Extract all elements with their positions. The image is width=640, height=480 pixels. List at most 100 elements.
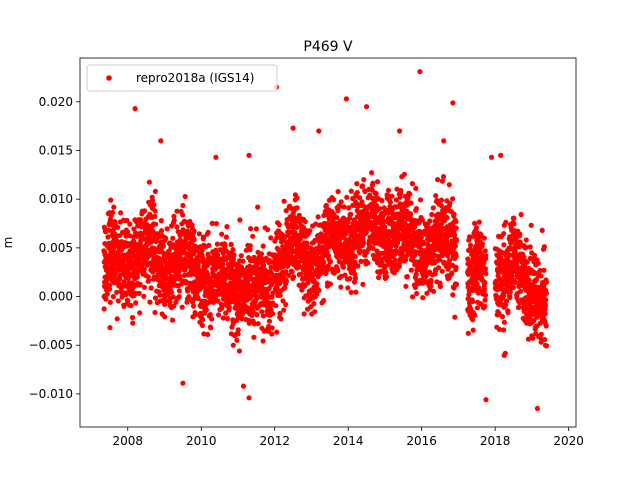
data-point	[107, 216, 113, 222]
data-point	[488, 154, 495, 160]
data-point	[512, 248, 518, 254]
data-point	[101, 306, 107, 312]
data-point	[176, 288, 182, 294]
data-point	[103, 277, 110, 284]
data-point	[483, 271, 489, 277]
data-point	[121, 279, 127, 285]
data-point	[409, 181, 415, 187]
data-point	[501, 327, 507, 333]
data-point	[282, 285, 288, 291]
data-point	[162, 314, 168, 320]
data-point	[439, 268, 445, 274]
data-point	[114, 289, 120, 295]
data-point	[348, 188, 354, 194]
data-point	[362, 188, 368, 195]
data-point	[277, 277, 284, 283]
x-tick-label: 2010	[186, 434, 217, 448]
data-point	[543, 323, 549, 329]
data-point	[433, 193, 439, 199]
data-point	[265, 328, 271, 334]
data-point	[323, 202, 329, 209]
data-point	[270, 290, 276, 296]
data-point	[453, 219, 459, 225]
data-point	[482, 280, 488, 286]
data-point	[114, 316, 120, 322]
data-point	[453, 281, 460, 287]
data-point	[453, 225, 459, 231]
data-point	[476, 219, 482, 225]
data-point	[269, 331, 275, 337]
data-point	[152, 295, 159, 301]
data-point	[525, 336, 532, 342]
data-point	[258, 251, 264, 257]
data-point	[338, 199, 344, 205]
data-point	[465, 330, 471, 336]
data-point	[111, 204, 117, 210]
data-point	[324, 267, 330, 273]
data-point	[321, 298, 327, 304]
data-point	[450, 196, 456, 202]
data-point	[354, 181, 360, 187]
data-point	[191, 237, 197, 243]
data-point	[291, 214, 297, 220]
data-point	[398, 187, 404, 194]
data-point	[360, 281, 366, 287]
data-point	[260, 313, 266, 319]
data-point	[482, 297, 488, 303]
data-point	[538, 273, 544, 279]
data-point	[370, 180, 376, 186]
data-point	[445, 266, 451, 272]
data-point	[283, 269, 289, 275]
data-point	[465, 256, 471, 262]
data-point	[469, 299, 476, 305]
data-point	[374, 256, 380, 262]
data-point	[357, 248, 363, 254]
data-point	[283, 278, 289, 285]
data-point	[186, 295, 192, 301]
data-point	[281, 307, 287, 313]
data-point	[422, 279, 428, 285]
data-point	[511, 221, 517, 227]
data-point	[311, 301, 317, 307]
data-point	[309, 265, 315, 271]
data-point	[468, 262, 474, 268]
data-point	[147, 299, 153, 305]
data-point	[176, 268, 182, 274]
data-point	[316, 287, 322, 293]
data-point	[152, 309, 158, 316]
data-point	[171, 303, 177, 309]
data-point	[373, 202, 379, 208]
data-point	[253, 226, 259, 232]
data-point	[269, 294, 275, 300]
data-point	[414, 290, 420, 297]
data-point	[214, 241, 220, 247]
data-point	[274, 329, 280, 335]
x-axis: 2008 2010 2012 2014 2016 2018 2020	[112, 427, 584, 448]
data-point	[118, 210, 124, 216]
data-point	[358, 258, 364, 264]
data-point	[183, 280, 189, 286]
data-point	[230, 321, 236, 327]
data-point	[364, 104, 370, 110]
data-point	[468, 242, 474, 248]
data-point	[255, 204, 261, 210]
data-point	[396, 263, 402, 269]
data-point	[413, 185, 419, 191]
data-point	[110, 294, 116, 300]
data-point	[125, 229, 131, 235]
data-point	[467, 234, 473, 240]
data-point	[216, 312, 222, 318]
data-point	[141, 266, 147, 272]
data-point	[365, 260, 371, 266]
data-point	[207, 312, 213, 318]
data-point	[277, 310, 283, 317]
data-point	[208, 325, 214, 331]
data-point	[482, 266, 488, 272]
data-point	[265, 227, 271, 233]
data-point	[180, 380, 186, 386]
data-point	[277, 292, 283, 298]
data-point	[270, 311, 276, 317]
data-point	[274, 284, 280, 290]
data-point	[421, 240, 427, 246]
data-point	[503, 298, 510, 304]
